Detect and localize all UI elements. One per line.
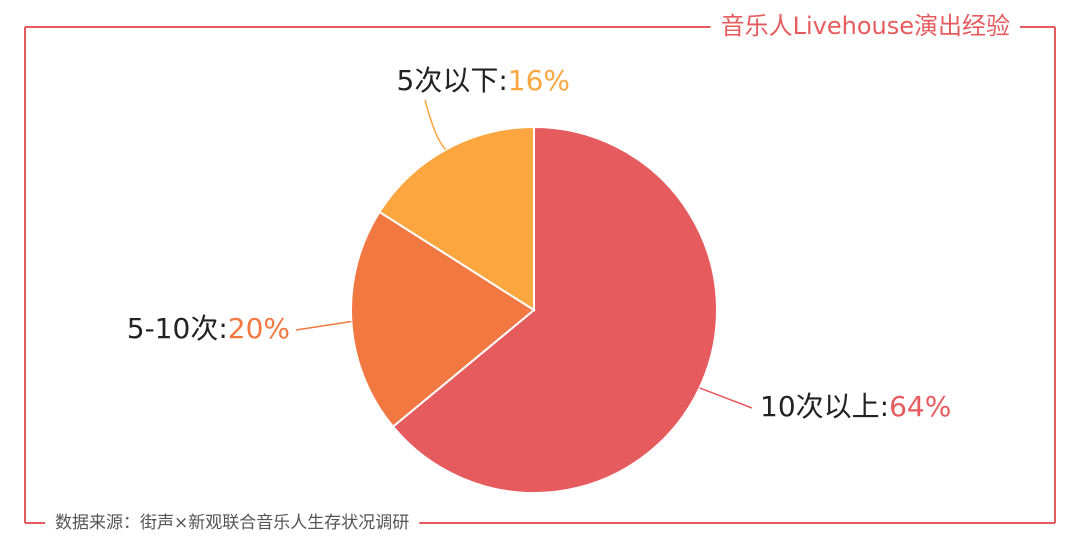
- leader-line: [295, 320, 352, 331]
- category-label: 5-10次: [127, 312, 219, 345]
- value-label: 64%: [889, 390, 951, 423]
- label-separator: :: [498, 64, 507, 97]
- data-label: 5次以下:16%: [397, 64, 571, 97]
- data-label: 10次以上:64%: [760, 390, 951, 423]
- pie-slice: [378, 125, 535, 312]
- data-label: 5-10次:20%: [127, 312, 290, 345]
- leader-line: [699, 387, 753, 409]
- pie-slice: [391, 125, 718, 494]
- label-separator: :: [218, 312, 227, 345]
- leader-line: [424, 99, 447, 151]
- category-label: 10次以上: [760, 390, 880, 423]
- category-label: 5次以下: [397, 64, 499, 97]
- pie-slice: [350, 210, 536, 429]
- label-separator: :: [880, 390, 889, 423]
- value-label: 16%: [508, 64, 570, 97]
- chart-title: 音乐人Livehouse演出经验: [721, 12, 1010, 40]
- value-label: 20%: [228, 312, 290, 345]
- source-note: 数据来源：街声×新观联合音乐人生存状况调研: [55, 513, 409, 533]
